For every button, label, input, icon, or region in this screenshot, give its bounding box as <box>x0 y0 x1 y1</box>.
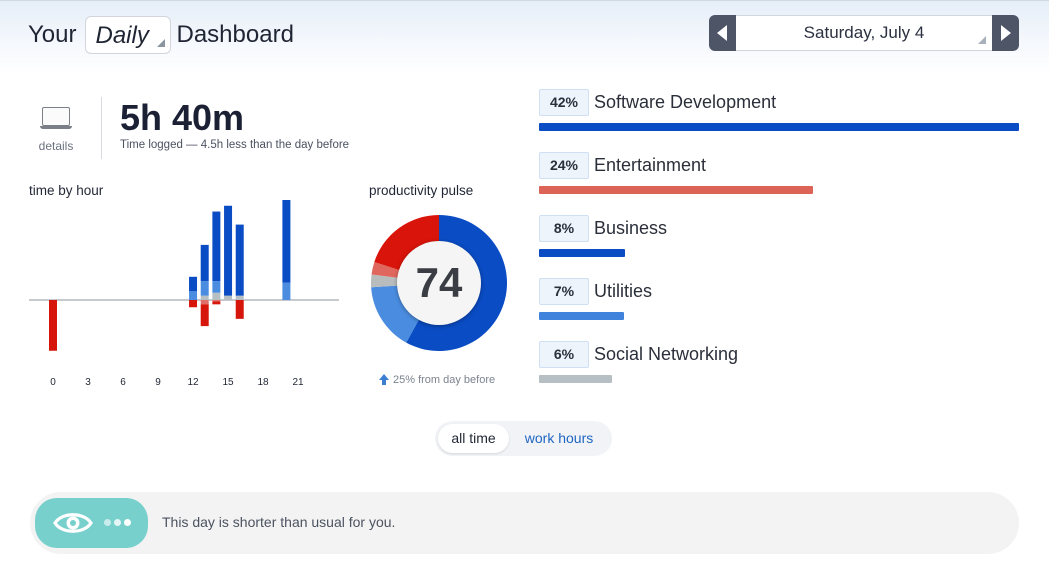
category-utilities[interactable]: 7% Utilities <box>539 278 1019 338</box>
divider <box>101 97 102 159</box>
category-percent: 6% <box>539 341 589 368</box>
hour-tick-label: 0 <box>50 377 56 388</box>
laptop-icon <box>40 105 72 131</box>
hour-tick-label: 9 <box>155 377 161 388</box>
very-distracting-bar <box>235 300 244 319</box>
dropdown-caret-icon <box>156 39 165 47</box>
very-productive-bar <box>224 205 233 296</box>
time-filter-toggle: all time work hours <box>435 421 612 456</box>
date-navigator: Saturday, July 4 <box>709 15 1019 51</box>
hour-tick-label: 21 <box>293 377 305 388</box>
category-business[interactable]: 8% Business <box>539 215 1019 275</box>
hour-chart: 0 3 6 9 12 15 18 21 <box>29 200 339 388</box>
page-title: Your Daily Dashboard <box>28 16 294 54</box>
category-percent: 8% <box>539 215 589 242</box>
category-social-networking[interactable]: 6% Social Networking <box>539 341 1019 401</box>
arrow-left-icon <box>717 25 727 41</box>
title-suffix: Dashboard <box>176 21 294 48</box>
category-name: Social Networking <box>594 344 739 364</box>
neutral-bar <box>200 295 209 300</box>
pulse-change-note: 25% from day before <box>378 374 495 386</box>
arrow-right-icon <box>1001 25 1011 41</box>
all-time-option[interactable]: all time <box>438 424 509 453</box>
details-label: details <box>38 139 74 153</box>
time-logged: 5h 40m <box>120 97 245 138</box>
eye-icon <box>53 513 93 533</box>
category-bar <box>539 312 624 320</box>
category-name: Software Development <box>594 92 777 112</box>
productive-bar <box>212 281 221 293</box>
work-hours-option[interactable]: work hours <box>524 430 594 446</box>
insight-banner: This day is shorter than usual for you. <box>30 492 1019 554</box>
pulse-segment <box>371 274 400 288</box>
category-entertainment[interactable]: 24% Entertainment <box>539 152 1019 212</box>
very-productive-bar <box>200 244 209 282</box>
productive-bar <box>189 291 198 300</box>
distracting-bar <box>200 300 209 305</box>
insight-button[interactable] <box>35 498 148 548</box>
category-percent: 42% <box>539 89 589 116</box>
productive-bar <box>200 281 209 296</box>
pulse-change-text: 25% from day before <box>393 374 496 386</box>
pulse-score: 74 <box>397 241 481 325</box>
category-name: Entertainment <box>594 155 707 175</box>
hour-tick-label: 3 <box>85 377 91 388</box>
category-percent: 24% <box>539 152 589 179</box>
pulse-segment <box>371 285 420 343</box>
previous-day-button[interactable] <box>709 15 736 51</box>
neutral-bar <box>212 292 221 300</box>
very-distracting-bar <box>189 300 198 308</box>
very-distracting-bar <box>49 300 57 351</box>
category-bar <box>539 375 612 383</box>
details-button[interactable]: details <box>28 105 84 157</box>
neutral-bar <box>224 295 233 300</box>
category-bar <box>539 186 814 194</box>
category-name: Utilities <box>594 281 653 301</box>
hour-tick-label: 12 <box>187 377 199 388</box>
period-dropdown[interactable]: Daily <box>84 16 171 54</box>
next-day-button[interactable] <box>992 15 1019 51</box>
category-percent: 7% <box>539 278 589 305</box>
category-software-development[interactable]: 42% Software Development <box>539 89 1019 149</box>
title-prefix: Your <box>28 21 77 48</box>
date-value: Saturday, July 4 <box>803 23 925 42</box>
very-productive-bar <box>189 276 198 292</box>
period-value: Daily <box>95 22 149 49</box>
very-distracting-bar <box>212 301 221 305</box>
time-logged-note: Time logged — 4.5h less than the day bef… <box>120 139 350 151</box>
productive-bar <box>282 282 291 300</box>
very-productive-bar <box>212 211 221 282</box>
hour-tick-label: 6 <box>120 377 126 388</box>
very-productive-bar <box>235 224 244 296</box>
hour-tick-label: 15 <box>222 377 234 388</box>
pulse-segment <box>374 215 439 271</box>
category-bar <box>539 123 1019 131</box>
pulse-segment <box>406 215 507 351</box>
pulse-donut-chart <box>371 215 507 351</box>
pulse-label: productivity pulse <box>369 183 474 198</box>
date-dropdown[interactable]: Saturday, July 4 <box>736 15 992 51</box>
insight-text: This day is shorter than usual for you. <box>162 514 396 530</box>
hour-chart-label: time by hour <box>29 183 104 198</box>
up-arrow-icon <box>378 374 390 386</box>
pulse-segment <box>371 261 401 278</box>
hour-tick-label: 18 <box>257 377 269 388</box>
dropdown-caret-icon <box>978 36 986 44</box>
very-distracting-bar <box>200 304 209 327</box>
category-bar <box>539 249 625 257</box>
very-productive-bar <box>282 200 291 283</box>
distracting-bar <box>212 300 221 302</box>
category-name: Business <box>594 218 668 238</box>
neutral-bar <box>235 295 244 300</box>
more-dots-icon <box>104 519 132 527</box>
